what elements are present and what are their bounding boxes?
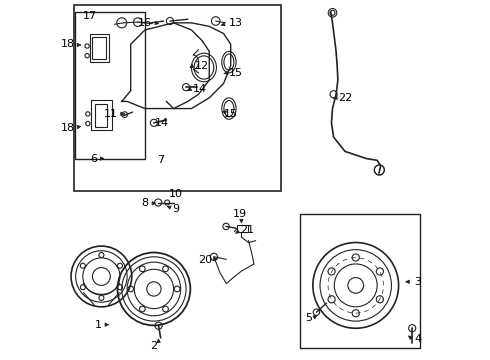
Bar [91, 100, 112, 130]
Text: 2: 2 [150, 341, 157, 351]
Text: 13: 13 [229, 18, 243, 28]
Text: 21: 21 [241, 225, 254, 235]
Text: 4: 4 [415, 334, 422, 344]
Text: 18: 18 [61, 123, 75, 133]
Bar [300, 214, 420, 348]
Text: 16: 16 [138, 18, 152, 28]
Bar [90, 33, 109, 62]
Text: 5: 5 [305, 312, 312, 323]
Bar [95, 104, 107, 127]
Bar [75, 12, 145, 158]
Bar [93, 37, 106, 59]
Text: 11: 11 [104, 109, 118, 119]
Text: 14: 14 [155, 118, 169, 128]
Text: 6: 6 [90, 154, 97, 163]
Text: 19: 19 [233, 209, 247, 219]
Text: 7: 7 [157, 156, 165, 165]
Bar [237, 225, 248, 232]
Ellipse shape [222, 51, 236, 73]
Text: 15: 15 [229, 68, 243, 78]
Text: 3: 3 [415, 277, 422, 287]
Text: 9: 9 [172, 203, 179, 213]
Text: 8: 8 [142, 198, 148, 208]
Text: 18: 18 [61, 39, 75, 49]
Text: 10: 10 [169, 189, 182, 199]
Text: 20: 20 [198, 255, 212, 265]
Text: 15: 15 [223, 109, 238, 119]
Bar [74, 5, 281, 191]
Text: 12: 12 [195, 61, 209, 71]
Text: 14: 14 [193, 84, 207, 94]
Text: 17: 17 [83, 11, 98, 21]
Ellipse shape [222, 98, 236, 119]
Text: 22: 22 [338, 93, 352, 103]
Text: 1: 1 [95, 320, 101, 330]
